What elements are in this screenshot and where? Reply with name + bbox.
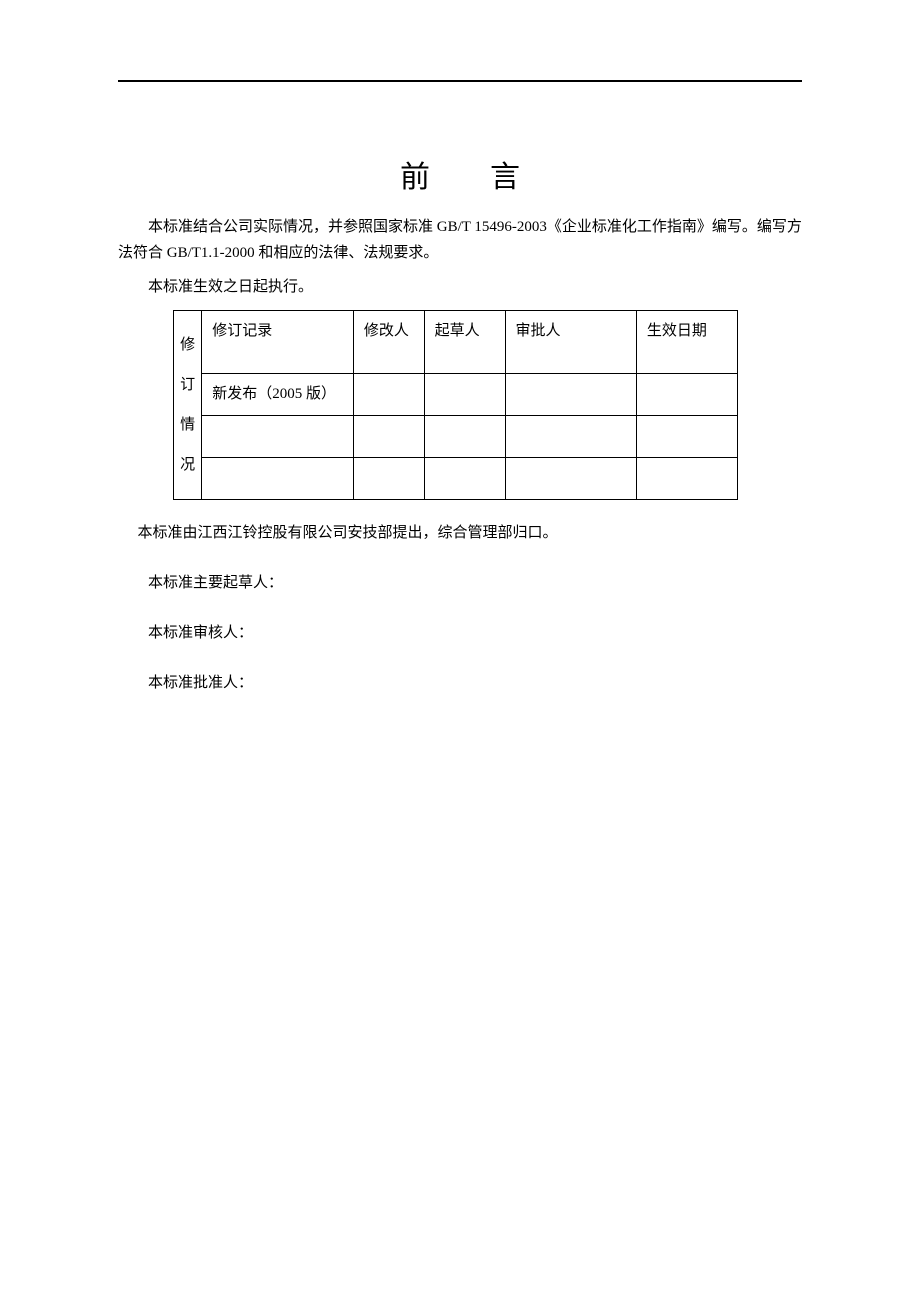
td-modifier: [353, 458, 424, 500]
td-record: [202, 416, 354, 458]
th-modifier: 修改人: [353, 311, 424, 374]
revision-table: 修订情况 修订记录 修改人 起草人 审批人 生效日期 新发布（2005 版）: [173, 310, 738, 500]
td-effective: [636, 458, 737, 500]
th-drafter: 起草人: [424, 311, 505, 374]
footer-approver: 本标准批准人：: [118, 670, 802, 696]
td-approver: [505, 374, 636, 416]
td-effective: [636, 416, 737, 458]
td-record: 新发布（2005 版）: [202, 374, 354, 416]
td-drafter: [424, 416, 505, 458]
td-approver: [505, 458, 636, 500]
td-record: [202, 458, 354, 500]
table-row: [174, 458, 738, 500]
footer-proposer: 本标准由江西江铃控股有限公司安技部提出，综合管理部归口。: [118, 520, 802, 546]
td-approver: [505, 416, 636, 458]
header-rule: [118, 80, 802, 82]
document-page: 前言 本标准结合公司实际情况，并参照国家标准 GB/T 15496-2003《企…: [0, 0, 920, 696]
th-approver: 审批人: [505, 311, 636, 374]
revision-table-wrap: 修订情况 修订记录 修改人 起草人 审批人 生效日期 新发布（2005 版）: [173, 310, 802, 500]
intro-paragraph-2: 本标准生效之日起执行。: [118, 274, 802, 300]
intro-paragraph-1: 本标准结合公司实际情况，并参照国家标准 GB/T 15496-2003《企业标准…: [118, 214, 802, 266]
table-row: [174, 416, 738, 458]
page-title: 前言: [118, 152, 802, 196]
row-header-cell: 修订情况: [174, 311, 202, 500]
footer-drafter: 本标准主要起草人：: [118, 570, 802, 596]
td-modifier: [353, 374, 424, 416]
td-drafter: [424, 374, 505, 416]
table-row: 新发布（2005 版）: [174, 374, 738, 416]
td-effective: [636, 374, 737, 416]
td-drafter: [424, 458, 505, 500]
td-modifier: [353, 416, 424, 458]
table-header-row: 修订情况 修订记录 修改人 起草人 审批人 生效日期: [174, 311, 738, 374]
footer-reviewer: 本标准审核人：: [118, 620, 802, 646]
th-effective: 生效日期: [636, 311, 737, 374]
th-record: 修订记录: [202, 311, 354, 374]
